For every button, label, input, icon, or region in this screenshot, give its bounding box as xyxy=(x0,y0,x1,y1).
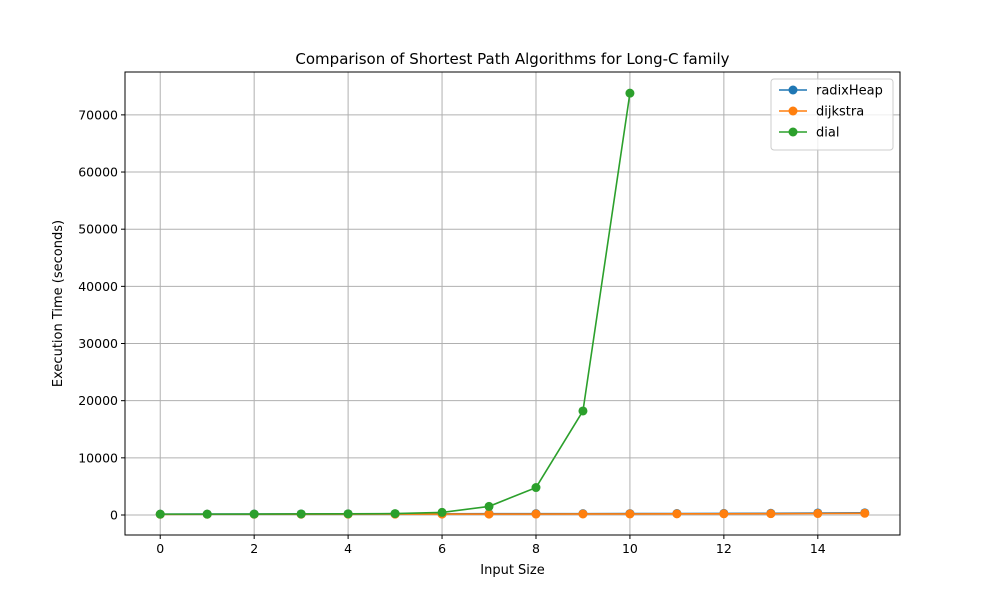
data-point xyxy=(766,509,776,519)
data-point xyxy=(860,508,870,518)
data-point xyxy=(813,509,823,519)
data-point xyxy=(531,509,541,519)
data-point xyxy=(343,509,353,519)
legend-item-dijkstra: dijkstra xyxy=(779,105,864,120)
data-point xyxy=(390,509,400,519)
x-tick-label: 2 xyxy=(250,541,258,556)
y-tick-label: 70000 xyxy=(78,107,118,122)
data-point xyxy=(249,509,259,519)
y-tick-label: 0 xyxy=(110,507,118,522)
legend-label: radixHeap xyxy=(816,84,883,99)
legend-marker xyxy=(788,127,798,137)
data-point xyxy=(672,509,682,519)
legend-marker xyxy=(788,106,798,116)
y-tick-label: 30000 xyxy=(78,336,118,351)
y-tick-label: 40000 xyxy=(78,279,118,294)
legend-item-dial: dial xyxy=(779,126,839,141)
legend-item-radixHeap: radixHeap xyxy=(779,84,883,99)
data-point xyxy=(155,509,165,519)
data-point xyxy=(578,406,588,416)
data-point xyxy=(531,483,541,493)
data-point xyxy=(484,509,494,519)
y-tick-label: 60000 xyxy=(78,165,118,180)
chart-title: Comparison of Shortest Path Algorithms f… xyxy=(295,50,729,68)
data-point xyxy=(296,509,306,519)
series-dial xyxy=(155,88,635,519)
y-tick-label: 20000 xyxy=(78,393,118,408)
legend-label: dijkstra xyxy=(816,105,864,120)
x-tick-label: 0 xyxy=(156,541,164,556)
x-tick-label: 12 xyxy=(716,541,732,556)
x-tick-label: 8 xyxy=(532,541,540,556)
ticks: 0 2 4 6 8 10 12 14 0 10000 20000 30000 40000 50000 600… xyxy=(78,107,826,556)
data-point xyxy=(437,507,447,517)
legend-marker xyxy=(788,85,798,95)
data-point xyxy=(578,509,588,519)
x-tick-label: 6 xyxy=(438,541,446,556)
x-tick-label: 4 xyxy=(344,541,352,556)
plot-frame xyxy=(124,71,901,536)
x-axis-label: Input Size xyxy=(480,563,544,578)
x-tick-label: 14 xyxy=(810,541,826,556)
legend: radixHeap dijkstra dial xyxy=(770,78,894,151)
series-layer xyxy=(155,88,870,519)
y-axis-label: Execution Time (seconds) xyxy=(51,220,66,387)
data-point xyxy=(484,501,494,511)
y-tick-label: 10000 xyxy=(78,450,118,465)
data-point xyxy=(202,509,212,519)
data-point xyxy=(719,509,729,519)
data-point xyxy=(625,88,635,98)
y-tick-label: 50000 xyxy=(78,222,118,237)
data-point xyxy=(625,509,635,519)
x-tick-label: 10 xyxy=(622,541,638,556)
legend-label: dial xyxy=(816,126,839,141)
